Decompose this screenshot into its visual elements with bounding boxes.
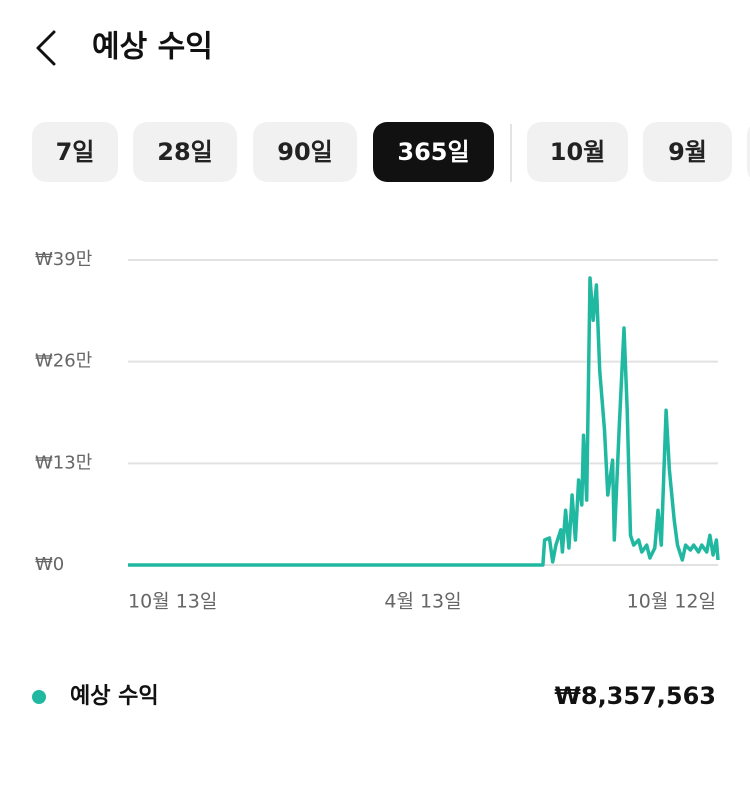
x-tick-label: 10월 13일 — [128, 591, 217, 613]
tab[interactable] — [527, 122, 628, 182]
tab-label[interactable]: 365일 — [397, 138, 469, 166]
legend-label: 예상 수익 — [70, 684, 159, 709]
tab-label[interactable]: 10월 — [550, 138, 605, 166]
tab-label[interactable]: 90일 — [277, 138, 332, 166]
total-value: ₩8,357,563 — [554, 682, 716, 710]
page-title: 예상 수익 — [92, 30, 213, 65]
tab[interactable] — [373, 122, 494, 182]
legend-marker — [32, 690, 46, 704]
line-series — [128, 276, 720, 567]
tab-label[interactable]: 7일 — [56, 138, 95, 166]
y-tick-label: ₩13만 — [35, 452, 92, 473]
tab[interactable] — [133, 122, 237, 182]
y-tick-label: ₩0 — [35, 554, 64, 575]
tab-bar: 7일 28일 90일 365일 10월 9월 — [32, 122, 732, 182]
y-tick-label: ₩39만 — [35, 249, 92, 270]
tab[interactable] — [32, 122, 118, 182]
tab-label[interactable]: 9월 — [668, 138, 707, 166]
y-tick-label: ₩26만 — [35, 351, 92, 372]
x-tick-label: 4월 13일 — [384, 591, 461, 613]
tab[interactable] — [253, 122, 357, 182]
back-button[interactable] — [36, 30, 56, 66]
tab-partial[interactable] — [747, 122, 750, 182]
x-tick-label: 10월 12일 — [627, 591, 716, 613]
chart: ₩0 ₩13만 ₩26만 ₩39만 10월 13일 4월 13일 10월 12일 — [35, 249, 720, 613]
tab[interactable] — [643, 122, 732, 182]
tab-label[interactable]: 28일 — [157, 138, 212, 166]
